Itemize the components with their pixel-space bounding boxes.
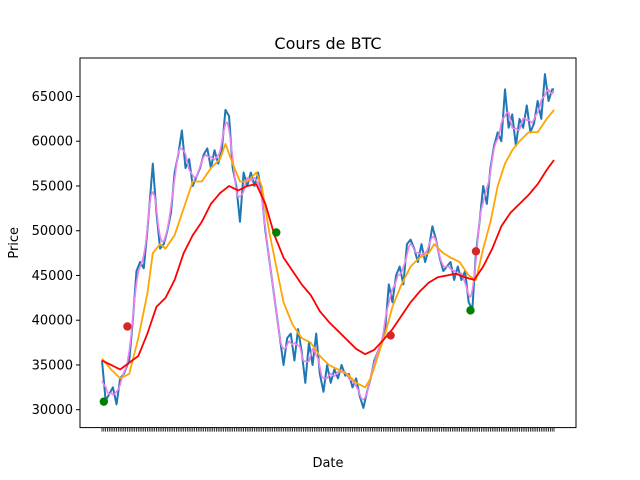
buy-marker	[272, 228, 281, 237]
y-tick-label: 35000	[32, 358, 73, 373]
buy-marker	[99, 397, 109, 406]
y-axis-ticks: 30000 35000 40000 45000 50000 55000 60000 65000	[32, 90, 80, 418]
y-tick-label: 40000	[32, 314, 73, 329]
series-mid-ma-line	[101, 109, 555, 389]
x-axis-ticks	[101, 427, 555, 432]
x-axis-label: Date	[312, 456, 343, 471]
y-tick-label: 30000	[32, 403, 73, 418]
axes-frame	[79, 57, 577, 429]
y-tick-label: 65000	[32, 90, 73, 105]
buy-marker	[466, 306, 475, 315]
sell-marker	[123, 322, 132, 331]
y-tick-label: 50000	[32, 224, 73, 239]
sell-marker	[471, 247, 481, 256]
sell-marker	[386, 331, 395, 340]
series-short-ma-line	[101, 88, 555, 401]
y-axis-label: Price	[7, 227, 22, 259]
y-tick-label: 55000	[32, 179, 73, 194]
chart-title: Cours de BTC	[274, 34, 381, 53]
series-long-ma-line	[101, 159, 555, 371]
plot-layer	[99, 73, 555, 409]
y-tick-label: 60000	[32, 135, 73, 150]
y-tick-label: 45000	[32, 269, 73, 284]
